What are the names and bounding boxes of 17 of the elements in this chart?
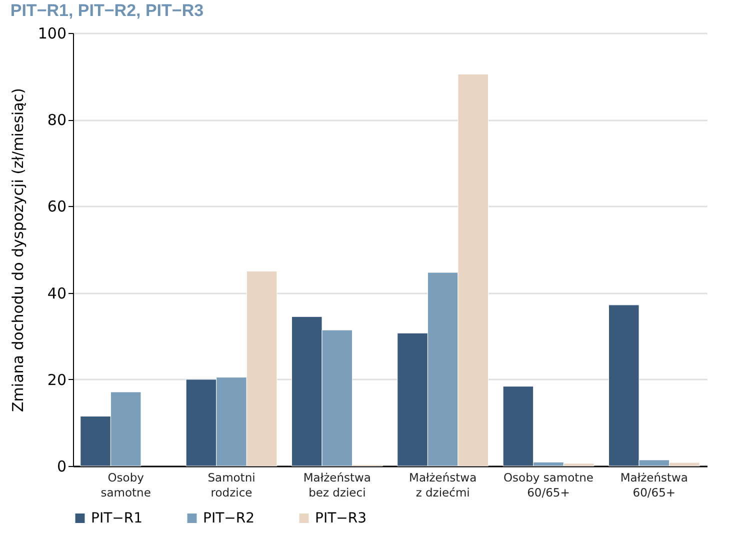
y-tick-label: 0 [56,458,66,476]
y-axis-title: Zmiana dochodu do dyspozycji (zł/miesiąc) [8,88,27,412]
x-tick-label: Małżeństwa 60/65+ [620,470,688,500]
legend-label: PIT−R1 [91,510,142,526]
y-tick-label: 100 [38,24,66,42]
y-tick-label: 80 [47,111,66,130]
x-tick-label: Osoby samotne [100,470,151,500]
legend-label: PIT−R2 [203,510,254,526]
x-tick-label: Małżeństwa bez dzieci [303,470,371,500]
chart-title: PIT−R1, PIT−R2, PIT−R3 [10,1,204,20]
x-tick-label: Małżeństwa z dziećmi [409,470,477,500]
legend-label: PIT−R3 [315,510,366,526]
y-tick-label: 40 [47,284,66,302]
y-tick-label: 60 [47,198,66,216]
y-tick-label: 20 [47,370,66,389]
x-tick-label: Samotni rodzice [208,470,256,500]
x-tick-label: Osoby samotne 60/65+ [504,470,594,500]
